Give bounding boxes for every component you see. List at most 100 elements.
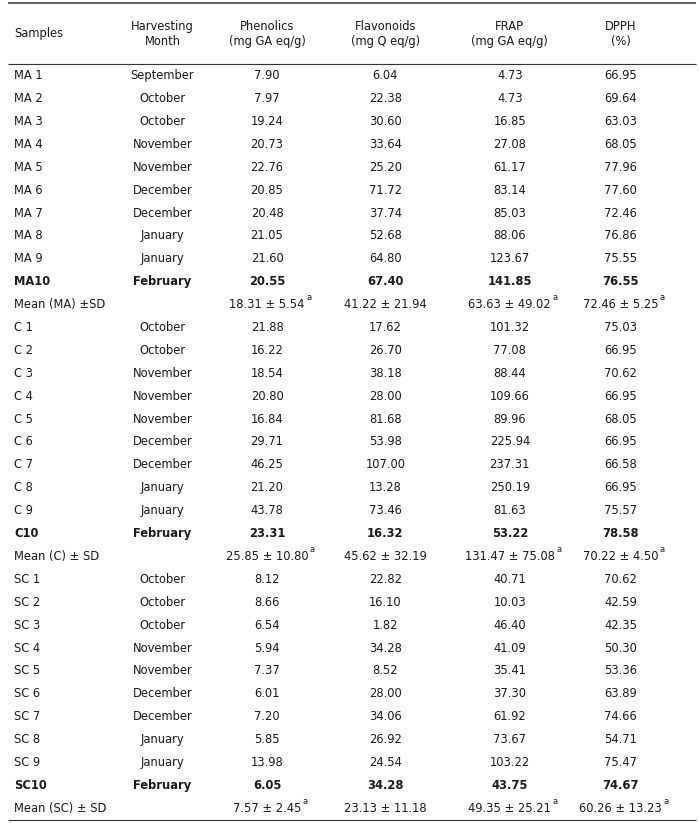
Text: 66.95: 66.95	[604, 389, 637, 402]
Text: 22.82: 22.82	[369, 573, 402, 586]
Text: Flavonoids
(mg Q eq/g): Flavonoids (mg Q eq/g)	[351, 20, 420, 48]
Text: C 3: C 3	[14, 367, 33, 379]
Text: 64.80: 64.80	[369, 253, 402, 265]
Text: 76.55: 76.55	[603, 275, 639, 288]
Text: 8.66: 8.66	[254, 596, 280, 609]
Text: a: a	[556, 545, 561, 554]
Text: SC10: SC10	[14, 779, 47, 792]
Text: October: October	[139, 115, 185, 128]
Text: a: a	[663, 797, 668, 806]
Text: 37.30: 37.30	[493, 687, 526, 700]
Text: 88.06: 88.06	[493, 230, 526, 243]
Text: 75.55: 75.55	[604, 253, 637, 265]
Text: December: December	[133, 184, 192, 197]
Text: 20.48: 20.48	[251, 207, 283, 220]
Text: 88.44: 88.44	[493, 367, 526, 379]
Text: SC 4: SC 4	[14, 641, 40, 654]
Text: 5.85: 5.85	[254, 733, 280, 746]
Text: 81.68: 81.68	[369, 412, 402, 425]
Text: 19.24: 19.24	[251, 115, 283, 128]
Text: 70.22 ± 4.50: 70.22 ± 4.50	[583, 550, 658, 563]
Text: 53.98: 53.98	[369, 435, 402, 449]
Text: November: November	[133, 137, 192, 151]
Text: 77.96: 77.96	[604, 160, 637, 174]
Text: C 8: C 8	[14, 481, 33, 495]
Text: 46.25: 46.25	[250, 458, 283, 472]
Text: 77.08: 77.08	[493, 344, 526, 357]
Text: 7.97: 7.97	[254, 92, 280, 105]
Text: 83.14: 83.14	[493, 184, 526, 197]
Text: 34.28: 34.28	[367, 779, 403, 792]
Text: 63.89: 63.89	[604, 687, 637, 700]
Text: November: November	[133, 664, 192, 677]
Text: 75.03: 75.03	[604, 321, 637, 334]
Text: 66.95: 66.95	[604, 435, 637, 449]
Text: 20.55: 20.55	[249, 275, 285, 288]
Text: 16.85: 16.85	[493, 115, 526, 128]
Text: 21.05: 21.05	[250, 230, 283, 243]
Text: 54.71: 54.71	[604, 733, 637, 746]
Text: 25.20: 25.20	[369, 160, 402, 174]
Text: 21.60: 21.60	[251, 253, 283, 265]
Text: 109.66: 109.66	[490, 389, 530, 402]
Text: 34.06: 34.06	[369, 710, 402, 723]
Text: 6.01: 6.01	[254, 687, 280, 700]
Text: 33.64: 33.64	[369, 137, 402, 151]
Text: January: January	[140, 230, 185, 243]
Text: MA 3: MA 3	[14, 115, 43, 128]
Text: November: November	[133, 641, 192, 654]
Text: 16.84: 16.84	[251, 412, 283, 425]
Text: MA 8: MA 8	[14, 230, 43, 243]
Text: MA 4: MA 4	[14, 137, 43, 151]
Text: 7.90: 7.90	[254, 69, 280, 82]
Text: 70.62: 70.62	[604, 573, 637, 586]
Text: 60.26 ± 13.23: 60.26 ± 13.23	[579, 802, 662, 815]
Text: September: September	[131, 69, 194, 82]
Text: 73.67: 73.67	[493, 733, 526, 746]
Text: 16.22: 16.22	[250, 344, 283, 357]
Text: Mean (C) ± SD: Mean (C) ± SD	[14, 550, 99, 563]
Text: 7.20: 7.20	[254, 710, 280, 723]
Text: 22.38: 22.38	[369, 92, 402, 105]
Text: 66.95: 66.95	[604, 344, 637, 357]
Text: 1.82: 1.82	[373, 619, 398, 631]
Text: February: February	[134, 275, 192, 288]
Text: 49.35 ± 25.21: 49.35 ± 25.21	[468, 802, 552, 815]
Text: C 7: C 7	[14, 458, 33, 472]
Text: 16.10: 16.10	[369, 596, 402, 609]
Text: February: February	[134, 527, 192, 540]
Text: 75.47: 75.47	[604, 756, 637, 769]
Text: 131.47 ± 75.08: 131.47 ± 75.08	[465, 550, 555, 563]
Text: 72.46 ± 5.25: 72.46 ± 5.25	[583, 298, 658, 311]
Text: 46.40: 46.40	[493, 619, 526, 631]
Text: Mean (MA) ±SD: Mean (MA) ±SD	[14, 298, 106, 311]
Text: 27.08: 27.08	[493, 137, 526, 151]
Text: MA 5: MA 5	[14, 160, 43, 174]
Text: 72.46: 72.46	[604, 207, 637, 220]
Text: 21.20: 21.20	[250, 481, 283, 495]
Text: 28.00: 28.00	[369, 687, 402, 700]
Text: 20.80: 20.80	[251, 389, 283, 402]
Text: 5.94: 5.94	[254, 641, 280, 654]
Text: Mean (SC) ± SD: Mean (SC) ± SD	[14, 802, 106, 815]
Text: 17.62: 17.62	[369, 321, 402, 334]
Text: October: October	[139, 596, 185, 609]
Text: a: a	[660, 545, 665, 554]
Text: 43.78: 43.78	[250, 504, 283, 517]
Text: October: October	[139, 92, 185, 105]
Text: October: October	[139, 344, 185, 357]
Text: 61.92: 61.92	[493, 710, 526, 723]
Text: SC 1: SC 1	[14, 573, 40, 586]
Text: October: October	[139, 619, 185, 631]
Text: October: October	[139, 573, 185, 586]
Text: January: January	[140, 733, 185, 746]
Text: 77.60: 77.60	[604, 184, 637, 197]
Text: 141.85: 141.85	[488, 275, 532, 288]
Text: C 9: C 9	[14, 504, 33, 517]
Text: 13.98: 13.98	[251, 756, 283, 769]
Text: DPPH
(%): DPPH (%)	[605, 20, 636, 48]
Text: SC 7: SC 7	[14, 710, 41, 723]
Text: MA 6: MA 6	[14, 184, 43, 197]
Text: 225.94: 225.94	[490, 435, 530, 449]
Text: C10: C10	[14, 527, 38, 540]
